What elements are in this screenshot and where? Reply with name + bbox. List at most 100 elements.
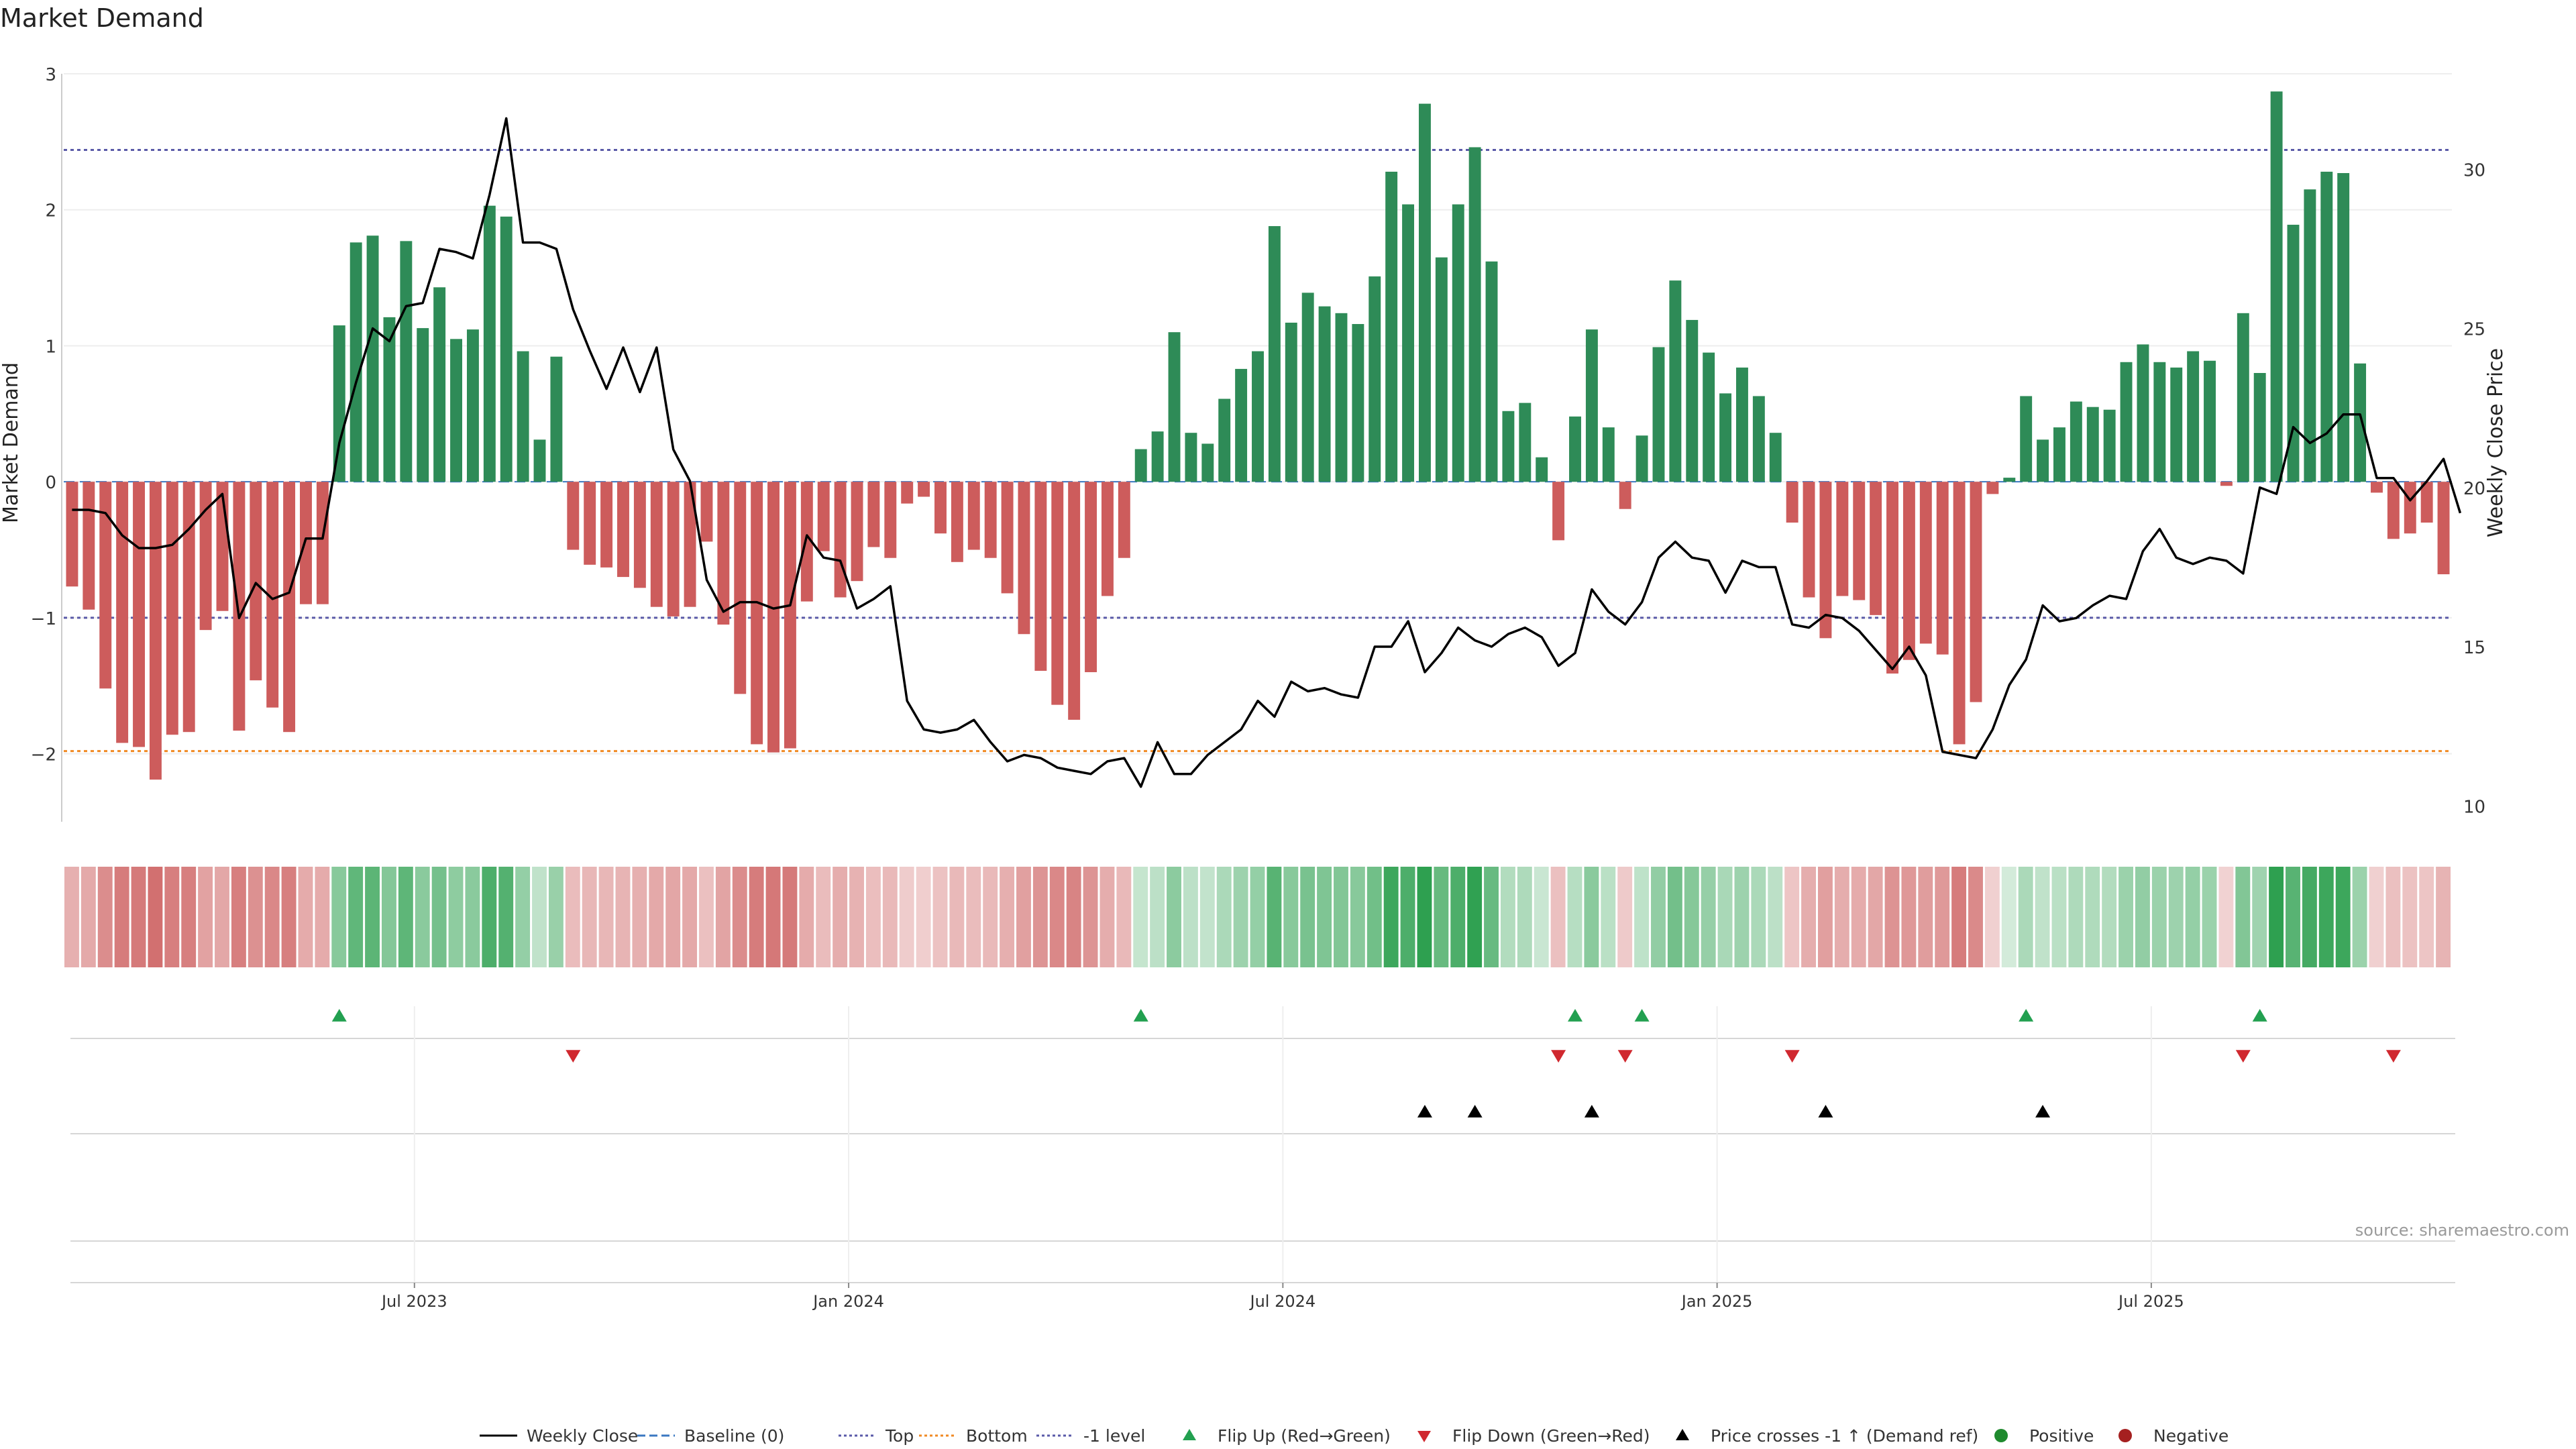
strip-cell: [749, 867, 764, 967]
demand-bar: [1051, 482, 1064, 705]
demand-bar: [1068, 482, 1081, 720]
strip-cell: [1032, 867, 1048, 967]
demand-bar: [1619, 482, 1631, 509]
demand-bar: [1803, 482, 1815, 598]
strip-cell: [2218, 867, 2234, 967]
demand-bar: [2003, 478, 2016, 482]
demand-bar: [617, 482, 629, 578]
strip-cell: [1216, 867, 1232, 967]
strip-cell: [2085, 867, 2100, 967]
demand-bar: [1719, 393, 1732, 482]
strip-cell: [2135, 867, 2150, 967]
strip-cell: [2436, 867, 2451, 967]
demand-bar: [266, 482, 279, 708]
strip-cell: [1283, 867, 1299, 967]
strip-cell: [882, 867, 898, 967]
demand-bar: [2220, 482, 2233, 486]
price-cross-marker: [1584, 1105, 1599, 1118]
strip-cell: [1901, 867, 1917, 967]
demand-bar: [2437, 482, 2450, 575]
strip-cell: [1450, 867, 1466, 967]
strip-cell: [1801, 867, 1816, 967]
strip-cell: [80, 867, 96, 967]
demand-bar: [99, 482, 112, 689]
strip-cell: [1350, 867, 1365, 967]
demand-bar: [300, 482, 312, 604]
demand-bar: [1669, 280, 1682, 482]
demand-bar: [1185, 433, 1197, 482]
demand-bar: [116, 482, 129, 743]
strip-cell: [949, 867, 965, 967]
strip-cell: [632, 867, 647, 967]
legend-label: -1 level: [1083, 1426, 1145, 1446]
demand-bar: [2103, 409, 2116, 482]
strip-cell: [715, 867, 731, 967]
strip-cell: [315, 867, 330, 967]
demand-bar: [901, 482, 914, 504]
strip-cell: [398, 867, 413, 967]
legend-item: Negative: [2118, 1426, 2229, 1446]
strip-cell: [1784, 867, 1800, 967]
strip-cell: [983, 867, 998, 967]
strip-cell: [515, 867, 531, 967]
demand-bar: [149, 482, 162, 780]
signal-panels: [70, 1006, 2455, 1283]
strip-cell: [2419, 867, 2434, 967]
strip-cell: [833, 867, 848, 967]
demand-bar: [250, 482, 262, 681]
demand-bar: [433, 287, 446, 482]
strip-cell: [548, 867, 564, 967]
demand-bar: [1301, 292, 1314, 482]
demand-bar: [2354, 363, 2367, 482]
demand-bar: [1468, 147, 1481, 482]
strip-cell: [565, 867, 580, 967]
demand-bar: [2137, 344, 2149, 482]
strip-cell: [1851, 867, 1866, 967]
demand-bar: [967, 482, 980, 550]
legend-swatch: [1183, 1429, 1196, 1440]
strip-cell: [1133, 867, 1148, 967]
strip-cell: [1167, 867, 1181, 967]
strip-cell: [1918, 867, 1933, 967]
strip-cell: [1116, 867, 1132, 967]
strip-cell: [1617, 867, 1633, 967]
left-tick-label: 0: [45, 473, 56, 493]
demand-bar: [2304, 189, 2316, 482]
strip-cell: [916, 867, 931, 967]
demand-bar: [934, 482, 947, 534]
demand-bar: [851, 482, 863, 582]
demand-bar: [366, 235, 379, 482]
strip-cell: [665, 867, 681, 967]
demand-bar: [1819, 482, 1832, 639]
demand-bar: [600, 482, 613, 568]
strip-cell: [2235, 867, 2251, 967]
left-axis-label: Market Demand: [0, 362, 23, 523]
strip-cell: [1567, 867, 1582, 967]
demand-bar: [2420, 482, 2433, 523]
demand-bar: [1752, 396, 1765, 482]
demand-bar: [834, 482, 847, 598]
demand-bar: [1018, 482, 1030, 635]
price-cross-marker: [1467, 1105, 1483, 1118]
right-axis: 10 15 20 25 30: [2463, 160, 2485, 817]
strip-cell: [615, 867, 631, 967]
demand-bar: [417, 328, 429, 482]
demand-bar: [2270, 91, 2283, 482]
strip-cell: [498, 867, 514, 967]
demand-bar: [667, 482, 680, 616]
demand-bar: [1902, 482, 1915, 660]
demand-bar: [867, 482, 880, 547]
demand-bar: [1101, 482, 1114, 596]
strip-cell: [1334, 867, 1348, 967]
strip-cell: [264, 867, 280, 967]
strip-cell: [816, 867, 831, 967]
demand-bar: [1118, 482, 1130, 558]
flip-up-marker: [1568, 1009, 1583, 1022]
strip-cell: [1768, 867, 1783, 967]
demand-bar: [2237, 313, 2249, 482]
strip-cell: [1584, 867, 1599, 967]
demand-bar: [2053, 427, 2065, 482]
demand-bar: [1085, 482, 1097, 672]
right-tick-label: 30: [2463, 160, 2485, 180]
flip-down-marker: [1551, 1050, 1566, 1063]
